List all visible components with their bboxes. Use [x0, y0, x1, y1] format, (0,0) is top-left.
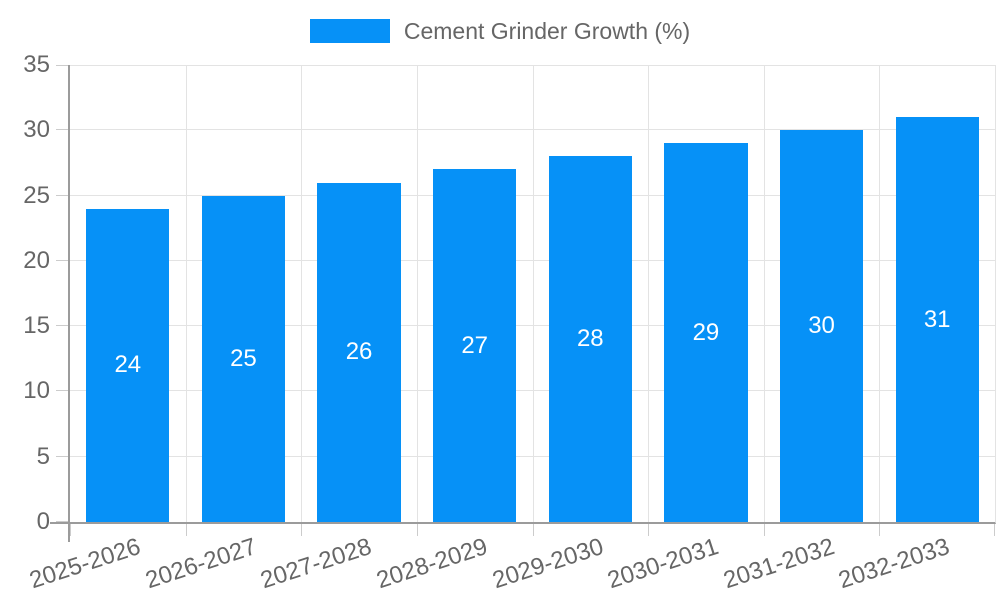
- chart-legend[interactable]: Cement Grinder Growth (%): [0, 17, 1000, 45]
- tick-mark: [56, 259, 68, 261]
- x-tick-label: 2032-2033: [835, 533, 954, 595]
- tick-mark: [56, 129, 68, 131]
- tick-mark: [56, 65, 68, 66]
- gridline: [763, 65, 765, 522]
- tick-mark: [70, 524, 71, 536]
- legend-swatch-icon: [309, 19, 390, 43]
- bar-value-label: 25: [230, 344, 257, 372]
- bar-2032-2033[interactable]: 31: [895, 117, 979, 522]
- plot-area: 24 25 26 27 28: [26, 65, 996, 594]
- x-tick-label: 2029-2030: [488, 533, 607, 595]
- tick-mark: [532, 524, 534, 536]
- bar-2029-2030[interactable]: 28: [548, 156, 632, 522]
- vertical-gridlines: [70, 65, 995, 522]
- bar-value-label: 29: [692, 318, 720, 346]
- tick-mark: [648, 524, 650, 536]
- gridline: [879, 65, 881, 522]
- tick-mark: [56, 194, 68, 196]
- bar-column: 29: [648, 65, 764, 522]
- tick-mark: [879, 524, 881, 536]
- tick-mark: [301, 524, 303, 536]
- bar-column: 24: [70, 65, 186, 522]
- gridline: [301, 65, 303, 522]
- tick-mark: [994, 524, 995, 536]
- x-tick-label: 2026-2027: [141, 533, 260, 595]
- legend-label: Cement Grinder Growth (%): [403, 18, 691, 44]
- bar-2027-2028[interactable]: 26: [317, 182, 401, 522]
- bar-series: 24 25 26 27 28: [70, 65, 995, 522]
- tick-mark: [56, 325, 68, 327]
- x-axis-ticks: [70, 65, 995, 536]
- bar-2026-2027[interactable]: 25: [201, 195, 286, 522]
- bar-column: 27: [417, 65, 533, 522]
- bar-value-label: 30: [808, 312, 835, 340]
- bar-value-label: 28: [576, 325, 604, 353]
- tick-mark: [56, 390, 68, 392]
- bar-column: 31: [879, 65, 995, 522]
- y-axis-ticks: [56, 65, 995, 522]
- y-tick-label: 20: [23, 246, 50, 274]
- gridline: [416, 65, 418, 522]
- tick-mark: [763, 524, 765, 536]
- bar-value-label: 27: [461, 331, 489, 359]
- bar-column: 28: [533, 65, 649, 522]
- y-axis-line-extension: [68, 522, 70, 542]
- x-tick-label: 2027-2028: [257, 533, 376, 595]
- bar-2031-2032[interactable]: 30: [779, 130, 864, 522]
- y-axis-labels: 0 5 10 15 20 25 30 35: [0, 51, 50, 535]
- y-tick-label: 5: [36, 442, 50, 470]
- tick-mark: [416, 524, 418, 536]
- bar-2025-2026[interactable]: 24: [86, 208, 170, 522]
- gridline: [185, 65, 187, 522]
- x-tick-label: 2028-2029: [373, 533, 491, 595]
- y-tick-label: 15: [23, 312, 50, 340]
- bar-column: 30: [764, 65, 880, 522]
- y-tick-label: 35: [23, 51, 50, 78]
- bar-value-label: 26: [345, 338, 373, 366]
- tick-mark: [56, 521, 68, 522]
- x-axis-line-extension: [50, 522, 70, 524]
- x-tick-label: 2030-2031: [604, 533, 722, 595]
- bar-2030-2031[interactable]: 29: [664, 143, 748, 522]
- gridline: [648, 65, 650, 522]
- gridline: [532, 65, 534, 522]
- x-tick-label: 2031-2032: [720, 533, 838, 595]
- y-tick-label: 30: [23, 116, 50, 144]
- bar-column: 25: [186, 65, 302, 522]
- x-axis-labels: 2025-2026 2026-2027 2027-2028 2028-2029 …: [26, 533, 995, 604]
- y-tick-label: 0: [36, 508, 50, 535]
- bar-column: 26: [301, 65, 417, 522]
- bar-2028-2029[interactable]: 27: [433, 169, 517, 522]
- tick-mark: [56, 455, 68, 457]
- y-tick-label: 25: [23, 181, 50, 209]
- bar-value-label: 24: [114, 351, 142, 379]
- x-tick-label: 2025-2026: [26, 533, 144, 595]
- y-tick-label: 10: [23, 377, 50, 405]
- tick-mark: [185, 524, 187, 536]
- bar-value-label: 31: [923, 305, 951, 333]
